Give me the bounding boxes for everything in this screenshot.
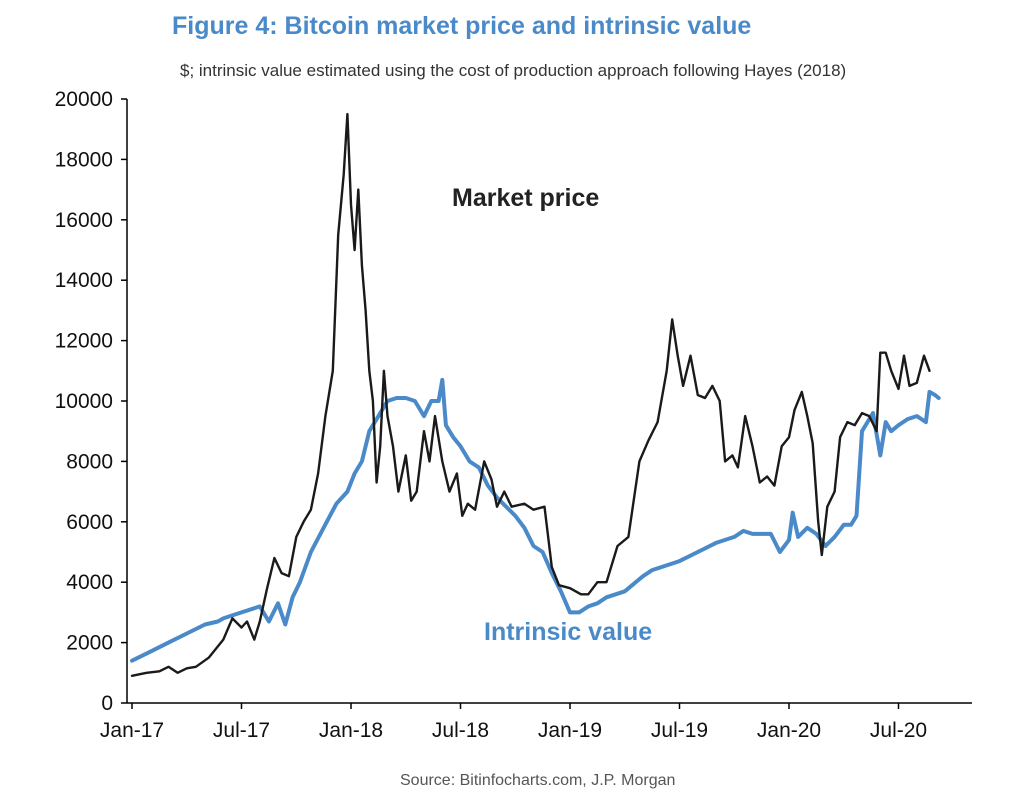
x-tick-label: Jan-17 — [100, 719, 164, 742]
annotation-layer: Market price Intrinsic value — [452, 184, 652, 646]
y-tick-label: 20000 — [55, 88, 113, 111]
intrinsic-value-label: Intrinsic value — [484, 618, 652, 646]
x-tick-label: Jul-18 — [432, 719, 489, 742]
chart-subtitle: $; intrinsic value estimated using the c… — [180, 61, 847, 80]
market-price-line — [130, 112, 931, 677]
y-tick-label: 12000 — [55, 330, 113, 353]
intrinsic-value-line — [130, 377, 941, 663]
market-price-label: Market price — [452, 184, 599, 212]
x-tick-label: Jul-17 — [213, 719, 270, 742]
y-tick-label: 6000 — [66, 511, 113, 534]
chart-source: Source: Bitinfocharts.com, J.P. Morgan — [400, 772, 676, 789]
x-tick-label: Jan-20 — [757, 719, 821, 742]
x-tick-label: Jan-19 — [538, 719, 602, 742]
x-tick-label: Jul-19 — [651, 719, 708, 742]
y-tick-label: 18000 — [55, 148, 113, 171]
y-tick-label: 8000 — [66, 450, 113, 473]
x-tick-label: Jul-20 — [870, 719, 927, 742]
y-tick-label: 0 — [101, 692, 113, 715]
series-layer — [130, 112, 941, 677]
y-tick-label: 2000 — [66, 632, 113, 655]
y-tick-label: 16000 — [55, 209, 113, 232]
axes: 0 2000 4000 6000 8000 10000 12000 14000 16000 180… — [55, 88, 972, 742]
y-tick-label: 10000 — [55, 390, 113, 413]
x-tick-label: Jan-18 — [319, 719, 383, 742]
y-tick-label: 4000 — [66, 571, 113, 594]
chart-title: Figure 4: Bitcoin market price and intri… — [172, 12, 752, 40]
y-tick-label: 14000 — [55, 269, 113, 292]
